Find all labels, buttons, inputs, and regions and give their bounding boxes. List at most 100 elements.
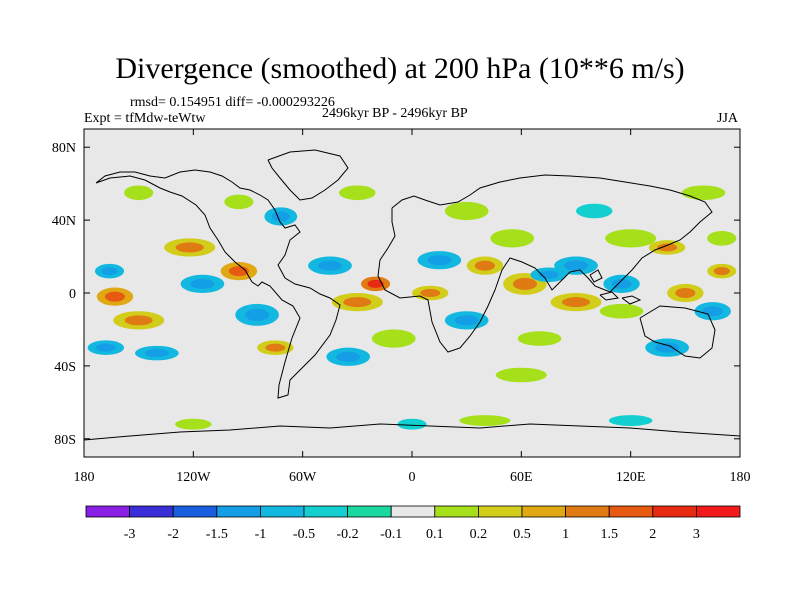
anomaly-core xyxy=(271,211,290,222)
colorbar-swatch xyxy=(129,505,174,518)
anomaly-blob xyxy=(495,367,547,383)
lon-tick-label: 120W xyxy=(176,470,211,485)
maritime-continent-coastline xyxy=(589,269,642,305)
latitude-axis: 80N 40N 0 40S 80S xyxy=(52,141,740,448)
colorbar-label: -3 xyxy=(124,527,136,542)
anomaly-core xyxy=(95,343,116,352)
colorbar-label: 0.1 xyxy=(426,527,444,542)
anomaly-core xyxy=(104,291,125,302)
anomaly-core xyxy=(427,255,452,266)
australia-coastline xyxy=(639,305,716,359)
anomaly-blob xyxy=(490,229,535,248)
lon-tick-label: 180 xyxy=(74,470,95,485)
anomaly-core xyxy=(512,277,538,290)
anomaly-blob xyxy=(599,303,644,319)
colorbar-label: -2 xyxy=(167,527,179,542)
anomaly-core xyxy=(175,242,204,253)
lat-tick-label: 80S xyxy=(54,433,76,448)
colorbar-label: -1.5 xyxy=(206,527,228,542)
longitude-axis: 180 120W 60W 0 60E 120E 180 xyxy=(74,129,751,485)
anomaly-core xyxy=(265,343,286,352)
colorbar-swatch xyxy=(259,505,305,518)
anomaly-core xyxy=(474,260,495,271)
anomaly-core xyxy=(657,243,678,252)
season-label: JJA xyxy=(717,111,739,126)
colorbar-swatch xyxy=(172,505,218,518)
anomaly-core xyxy=(336,351,361,362)
anomaly-core xyxy=(190,278,215,289)
lon-tick-label: 60E xyxy=(510,470,533,485)
colorbar-swatch xyxy=(521,505,566,518)
anomaly-blob xyxy=(608,415,653,427)
colorbar-label: -0.2 xyxy=(337,527,359,542)
anomaly-core xyxy=(675,287,696,299)
greenland-coastline xyxy=(267,149,349,201)
experiment-label: Expt = tfMdw-teWtw xyxy=(84,111,206,126)
colorbar-label: -0.1 xyxy=(380,527,402,542)
anomaly-core xyxy=(563,260,589,271)
colorbar-swatch xyxy=(85,505,130,518)
colorbar-label: -1 xyxy=(255,527,267,542)
afro-eurasia-coastline xyxy=(377,174,713,353)
map-background xyxy=(84,129,740,457)
anomaly-core xyxy=(655,342,680,353)
antarctica-coastline xyxy=(84,423,740,441)
colorbar-label: 3 xyxy=(693,527,700,542)
colorbar-label: 1 xyxy=(562,527,569,542)
colorbar: -3 -2 -1.5 -1 -0.5 -0.2 -0.1 0.1 0.2 0.5 1 1.5 2 3 xyxy=(85,505,741,542)
colorbar-swatch xyxy=(434,505,479,518)
colorbar-swatch xyxy=(477,505,523,518)
anomaly-core xyxy=(101,267,118,276)
anomaly-core xyxy=(702,306,723,317)
anomaly-blob xyxy=(576,203,613,219)
colorbar-swatch xyxy=(390,505,436,518)
colorbar-swatch xyxy=(565,505,610,518)
anomaly-core xyxy=(245,308,270,321)
colorbar-label: 0.2 xyxy=(470,527,488,542)
plot-title: Divergence (smoothed) at 200 hPa (10**6 … xyxy=(115,52,685,85)
coastlines xyxy=(84,149,740,441)
americas-coastline xyxy=(95,169,341,399)
anomaly-blob xyxy=(371,329,416,348)
colorbar-label: 0.5 xyxy=(513,527,531,542)
lat-tick-label: 80N xyxy=(52,141,76,156)
lon-tick-label: 120E xyxy=(616,470,646,485)
anomaly-blob xyxy=(459,415,511,427)
anomaly-blob xyxy=(517,331,562,346)
colorbar-label: 2 xyxy=(649,527,656,542)
anomaly-core xyxy=(561,297,591,308)
anomaly-core xyxy=(317,260,343,271)
colorbar-label: -0.5 xyxy=(293,527,315,542)
anomaly-core xyxy=(124,315,153,326)
colorbar-swatch xyxy=(608,505,654,518)
lat-tick-label: 0 xyxy=(69,287,76,302)
lon-tick-label: 0 xyxy=(409,470,416,485)
anomaly-core xyxy=(713,267,730,276)
anomaly-core xyxy=(454,315,479,326)
colorbar-swatch xyxy=(652,505,697,518)
stats-label: rmsd= 0.154951 diff= -0.000293226 xyxy=(130,95,335,110)
colorbar-swatch xyxy=(347,505,392,518)
lon-tick-label: 60W xyxy=(289,470,317,485)
anomaly-blob xyxy=(444,201,489,221)
anomaly-blob xyxy=(707,231,737,246)
anomaly-core xyxy=(420,288,441,298)
anomaly-blob xyxy=(175,418,212,430)
anomaly-blob xyxy=(397,418,427,430)
lat-tick-label: 40N xyxy=(52,214,76,229)
colorbar-swatch xyxy=(303,505,348,518)
anomaly-blob xyxy=(339,185,376,201)
anomaly-blob xyxy=(605,229,657,248)
lon-tick-label: 180 xyxy=(730,470,751,485)
colorbar-label: 1.5 xyxy=(600,527,618,542)
anomaly-blob xyxy=(124,185,154,201)
lat-tick-label: 40S xyxy=(54,360,76,375)
colorbar-swatch xyxy=(216,505,261,518)
anomaly-core xyxy=(144,349,169,358)
anomaly-blob xyxy=(224,194,254,210)
colorbar-swatch xyxy=(696,505,741,518)
anomaly-blob xyxy=(681,185,726,201)
anomaly-core xyxy=(367,279,384,288)
anomaly-core xyxy=(611,278,632,289)
